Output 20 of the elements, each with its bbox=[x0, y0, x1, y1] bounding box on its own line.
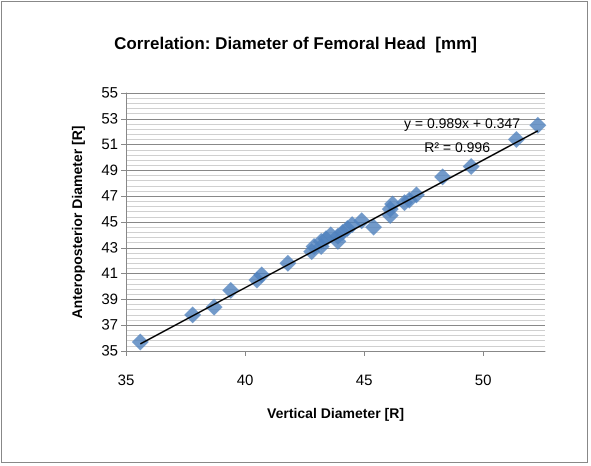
y-tick-label: 49 bbox=[101, 162, 118, 179]
y-tick-label: 37 bbox=[101, 316, 118, 334]
x-tick-label: 40 bbox=[236, 372, 254, 389]
annotation: R² = 0.996 bbox=[424, 139, 490, 155]
x-axis-title: Vertical Diameter [R] bbox=[267, 405, 404, 421]
x-tick-label: 35 bbox=[118, 372, 134, 389]
y-tick-label: 47 bbox=[101, 188, 118, 205]
y-tick-label: 43 bbox=[101, 239, 118, 256]
x-tick-label: 45 bbox=[356, 372, 372, 389]
chart-title: Correlation: Diameter of Femoral Head [mm] bbox=[114, 34, 477, 53]
y-tick-label: 51 bbox=[101, 136, 118, 154]
x-tick-label: 50 bbox=[474, 372, 492, 389]
y-axis-title: Anteroposterior Diameter [R] bbox=[69, 126, 85, 318]
y-tick-label: 41 bbox=[101, 265, 118, 282]
y-tick-label: 35 bbox=[101, 342, 118, 360]
y-tick-label: 53 bbox=[101, 110, 118, 128]
annotation: y = 0.989x + 0.347 bbox=[404, 115, 520, 131]
y-tick-label: 55 bbox=[101, 84, 118, 102]
y-tick-label: 39 bbox=[101, 290, 118, 308]
y-tick-label: 45 bbox=[101, 214, 118, 230]
